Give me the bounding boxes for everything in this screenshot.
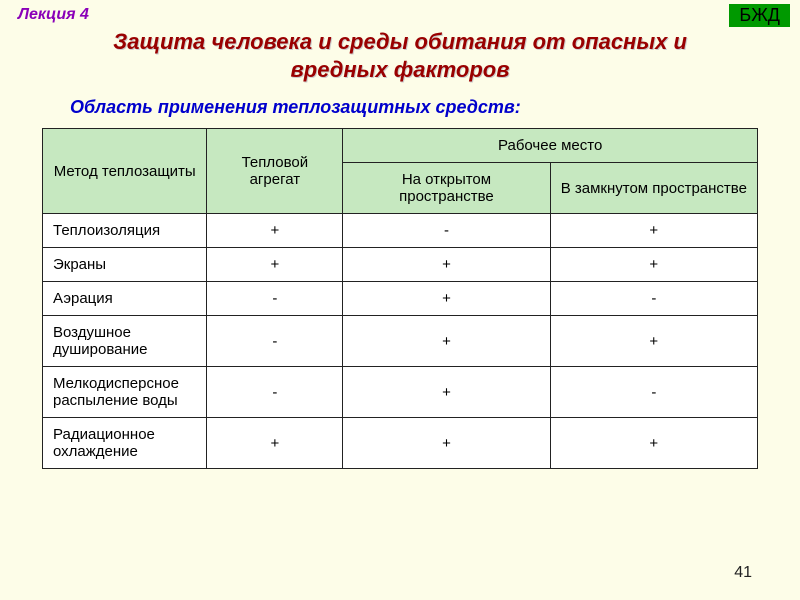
cell-value: +: [550, 214, 757, 248]
cell-value: +: [550, 418, 757, 469]
cell-value: +: [343, 367, 550, 418]
cell-value: +: [343, 418, 550, 469]
table-row: Экраны + + +: [43, 248, 758, 282]
cell-value: -: [550, 367, 757, 418]
table-row: Теплоизоляция + - +: [43, 214, 758, 248]
cell-method: Теплоизоляция: [43, 214, 207, 248]
cell-method: Экраны: [43, 248, 207, 282]
cell-value: +: [207, 248, 343, 282]
title-line-2: вредных факторов: [291, 57, 510, 82]
cell-value: -: [207, 316, 343, 367]
table-row: Воздушное душирование - + +: [43, 316, 758, 367]
cell-value: +: [207, 418, 343, 469]
cell-value: -: [207, 282, 343, 316]
table-row: Аэрация - + -: [43, 282, 758, 316]
th-method: Метод теплозащиты: [43, 129, 207, 214]
cell-value: +: [343, 316, 550, 367]
section-subtitle: Область применения теплозащитных средств…: [70, 97, 800, 118]
cell-method: Мелкодисперсное распыление воды: [43, 367, 207, 418]
cell-value: +: [207, 214, 343, 248]
course-badge: БЖД: [729, 4, 790, 27]
th-workplace: Рабочее место: [343, 129, 758, 163]
cell-method: Аэрация: [43, 282, 207, 316]
cell-value: -: [550, 282, 757, 316]
cell-value: +: [343, 248, 550, 282]
cell-value: -: [343, 214, 550, 248]
table-row: Радиационное охлаждение + + +: [43, 418, 758, 469]
th-open-space: На открытом пространстве: [343, 163, 550, 214]
title-line-1: Защита человека и среды обитания от опас…: [113, 29, 687, 54]
applicability-table: Метод теплозащиты Тепловой агрегат Рабоч…: [42, 128, 758, 469]
cell-method: Воздушное душирование: [43, 316, 207, 367]
page-title: Защита человека и среды обитания от опас…: [40, 28, 760, 83]
page-number: 41: [734, 564, 752, 582]
table-row: Мелкодисперсное распыление воды - + -: [43, 367, 758, 418]
th-thermal-unit: Тепловой агрегат: [207, 129, 343, 214]
cell-method: Радиационное охлаждение: [43, 418, 207, 469]
cell-value: -: [207, 367, 343, 418]
title-block: Защита человека и среды обитания от опас…: [0, 0, 800, 83]
lecture-label: Лекция 4: [18, 6, 89, 24]
cell-value: +: [550, 316, 757, 367]
cell-value: +: [550, 248, 757, 282]
th-closed-space: В замкнутом пространстве: [550, 163, 757, 214]
cell-value: +: [343, 282, 550, 316]
